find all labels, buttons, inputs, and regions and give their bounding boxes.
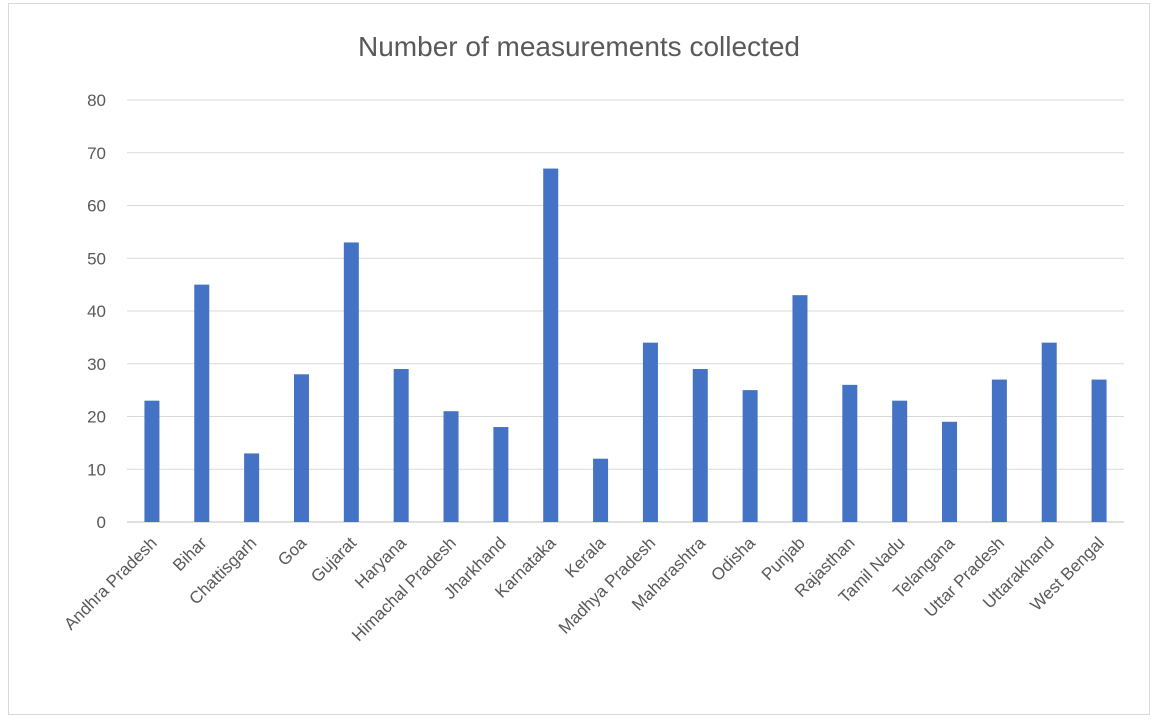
bar [493, 427, 509, 522]
x-category-label: Andhra Pradesh [60, 533, 160, 633]
bar [792, 295, 808, 522]
y-tick-label: 80 [87, 91, 106, 110]
bar [842, 384, 858, 522]
bar [692, 369, 708, 522]
y-tick-label: 40 [87, 302, 106, 321]
bar [1041, 342, 1057, 522]
bar [293, 374, 309, 522]
y-tick-label: 60 [87, 197, 106, 216]
y-axis-tick-labels: 0 10 20 30 40 50 60 70 80 [87, 91, 106, 532]
y-tick-label: 0 [97, 513, 106, 532]
bar [144, 400, 160, 522]
bar [543, 168, 559, 522]
x-category-label: Kerala [561, 533, 610, 582]
x-category-label: Goa [274, 533, 311, 570]
bar [393, 369, 409, 522]
y-tick-label: 50 [87, 249, 106, 268]
bar [742, 390, 758, 522]
bar [244, 453, 260, 522]
y-tick-label: 10 [87, 460, 106, 479]
bar [443, 411, 459, 522]
y-tick-label: 20 [87, 408, 106, 427]
bar [942, 421, 958, 522]
gridlines [127, 99, 1124, 523]
chart-container: Number of measurements collected 0 10 20 30… [8, 3, 1150, 715]
bar [194, 284, 210, 522]
bar [892, 400, 908, 522]
x-category-label: Odisha [707, 533, 759, 585]
y-tick-label: 70 [87, 144, 106, 163]
x-category-label: Bihar [169, 533, 211, 575]
chart-title: Number of measurements collected [358, 31, 800, 62]
bar [343, 242, 359, 523]
bar [593, 458, 609, 522]
bar [991, 379, 1007, 522]
bar [642, 342, 658, 522]
y-tick-label: 30 [87, 355, 106, 374]
bars [144, 168, 1107, 523]
bar-chart: Number of measurements collected 0 10 20 30… [60, 31, 1124, 645]
bar [1091, 379, 1107, 522]
